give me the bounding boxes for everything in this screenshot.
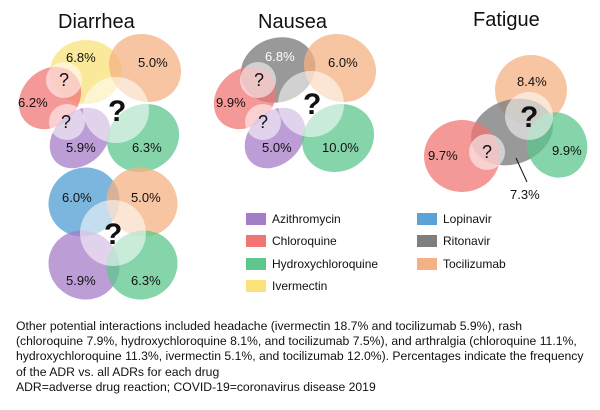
legend-swatch-ritonavir xyxy=(417,235,437,247)
legend-label-ritonavir: Ritonavir xyxy=(443,234,490,248)
nausea-tocilizumab-pct: 6.0% xyxy=(328,55,358,70)
legend-swatch-lopinavir xyxy=(417,213,437,225)
diarrhea-lopinavir-venn: 6.0% 5.0% 5.9% 6.3% ? xyxy=(48,167,178,300)
fatigue-overlap-small xyxy=(469,134,505,170)
legend-swatch-tocilizumab xyxy=(417,258,437,270)
diarrhea-tocilizumab-pct: 5.0% xyxy=(138,55,168,70)
fatigue-chloroquine-pct: 9.7% xyxy=(428,148,458,163)
diarrhea2-tocilizumab-pct: 5.0% xyxy=(131,190,161,205)
footnote-abbreviations: ADR=adverse drug reaction; COVID-19=coro… xyxy=(16,379,376,394)
diarrhea-unknown-center: ? xyxy=(108,95,126,128)
nausea-ritonavir-pct: 6.8% xyxy=(265,49,295,64)
legend-swatch-chloroquine xyxy=(246,235,266,247)
legend-label-tocilizumab: Tocilizumab xyxy=(443,257,506,271)
nausea-unknown-1: ? xyxy=(254,70,264,90)
fatigue-overlap-center xyxy=(505,92,553,140)
fatigue-tocilizumab-pct: 8.4% xyxy=(517,74,547,89)
diarrhea2-lopinavir-pct: 6.0% xyxy=(62,190,92,205)
diarrhea2-hydroxychloroquine-pct: 6.3% xyxy=(131,273,161,288)
fatigue-ritonavir-leader xyxy=(515,157,528,183)
fatigue-unknown-center: ? xyxy=(520,101,538,134)
diarrhea-azithromycin-pct: 5.9% xyxy=(66,140,96,155)
diarrhea-unknown-1: ? xyxy=(59,70,69,90)
diarrhea-unknown-2: ? xyxy=(61,112,71,132)
footnote-text: Other potential interactions included he… xyxy=(16,319,584,379)
fatigue-unknown-1: ? xyxy=(482,142,492,162)
diarrhea2-azithromycin-pct: 5.9% xyxy=(66,273,96,288)
diarrhea-hydroxychloroquine-pct: 6.3% xyxy=(132,140,162,155)
nausea-overlap-small-2 xyxy=(245,104,281,140)
nausea-unknown-2: ? xyxy=(258,112,268,132)
diarrhea-overlap-small-2 xyxy=(49,104,85,140)
footnote: Other potential interactions included he… xyxy=(16,319,588,395)
fatigue-ritonavir-pct: 7.3% xyxy=(510,187,540,202)
legend-label-ivermectin: Ivermectin xyxy=(272,279,327,293)
legend-swatch-ivermectin xyxy=(246,280,266,292)
legend-label-azithromycin: Azithromycin xyxy=(272,212,341,226)
legend-swatch-azithromycin xyxy=(246,213,266,225)
nausea-chloroquine-pct: 9.9% xyxy=(216,95,246,110)
fatigue-title: Fatigue xyxy=(473,9,540,31)
nausea-azithromycin-pct: 5.0% xyxy=(262,140,292,155)
legend-label-chloroquine: Chloroquine xyxy=(272,234,337,248)
diarrhea-chloroquine-pct: 6.2% xyxy=(18,95,48,110)
nausea-hydroxychloroquine-pct: 10.0% xyxy=(322,140,359,155)
fatigue-venn: 8.4% 9.7% 9.9% 7.3% ? ? xyxy=(424,55,588,202)
nausea-overlap-small-1 xyxy=(240,62,276,98)
diarrhea-title: Diarrhea xyxy=(58,11,136,33)
diarrhea-venn: 6.8% 5.0% 6.2% 5.9% 6.3% ? ? ? xyxy=(18,33,182,173)
legend-swatch-hydroxychloroquine xyxy=(246,258,266,270)
diarrhea-ivermectin-pct: 6.8% xyxy=(66,50,96,65)
legend-label-hydroxychloroquine: Hydroxychloroquine xyxy=(272,257,378,271)
diarrhea2-unknown-center: ? xyxy=(104,218,122,251)
legend-label-lopinavir: Lopinavir xyxy=(443,212,492,226)
diarrhea-overlap-small-1 xyxy=(46,62,82,98)
diarrhea2-overlap-center xyxy=(80,200,146,266)
nausea-unknown-center: ? xyxy=(303,88,321,121)
nausea-overlap-center xyxy=(278,71,344,137)
legend: Azithromycin Chloroquine Hydroxychloroqu… xyxy=(246,212,506,293)
diarrhea-overlap-center xyxy=(83,77,149,143)
nausea-venn: 6.8% 6.0% 9.9% 5.0% 10.0% ? ? ? xyxy=(213,33,377,173)
fatigue-hydroxychloroquine-pct: 9.9% xyxy=(552,143,582,158)
venn-figure: Diarrhea 6.8% 5.0% 6.2% 5.9% 6.3% ? ? ? … xyxy=(18,9,588,300)
nausea-title: Nausea xyxy=(258,11,328,33)
